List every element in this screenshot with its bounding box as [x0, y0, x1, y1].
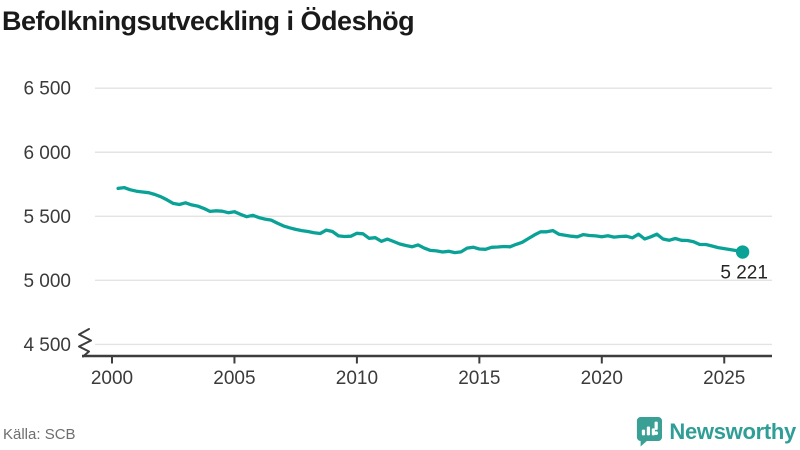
- latest-point-marker: [735, 245, 750, 259]
- x-tick-label: 2010: [336, 368, 378, 389]
- grid-layer: 6 500 6 000 5 500 5 000 4 500: [23, 79, 772, 356]
- axis-break-icon: [78, 328, 92, 358]
- x-tick-label: 2000: [91, 368, 133, 389]
- page-title: Befolkningsutveckling i Ödeshög: [2, 6, 415, 36]
- series-layer: [116, 185, 750, 259]
- y-tick-label: 5 000: [23, 271, 71, 292]
- x-tick-label: 2005: [213, 368, 255, 389]
- latest-value-label: 5 221: [720, 263, 768, 284]
- y-tick-label: 6 500: [23, 79, 71, 100]
- newsworthy-bar-chart-icon: [637, 417, 663, 447]
- x-tick-label: 2015: [458, 368, 500, 389]
- x-tick-label: 2025: [703, 368, 745, 389]
- y-tick-label: 6 000: [23, 143, 71, 164]
- x-tick-label: 2020: [581, 368, 623, 389]
- source-label: Källa: SCB: [3, 426, 76, 443]
- axis-layer: 2000 2005 2010 2015 2020 2025: [78, 328, 772, 389]
- y-tick-label: 5 500: [23, 207, 71, 228]
- y-tick-label: 4 500: [23, 335, 71, 356]
- population-line: [116, 185, 745, 255]
- newsworthy-wordmark: Newsworthy: [669, 418, 796, 444]
- newsworthy-logo: Newsworthy: [636, 416, 796, 447]
